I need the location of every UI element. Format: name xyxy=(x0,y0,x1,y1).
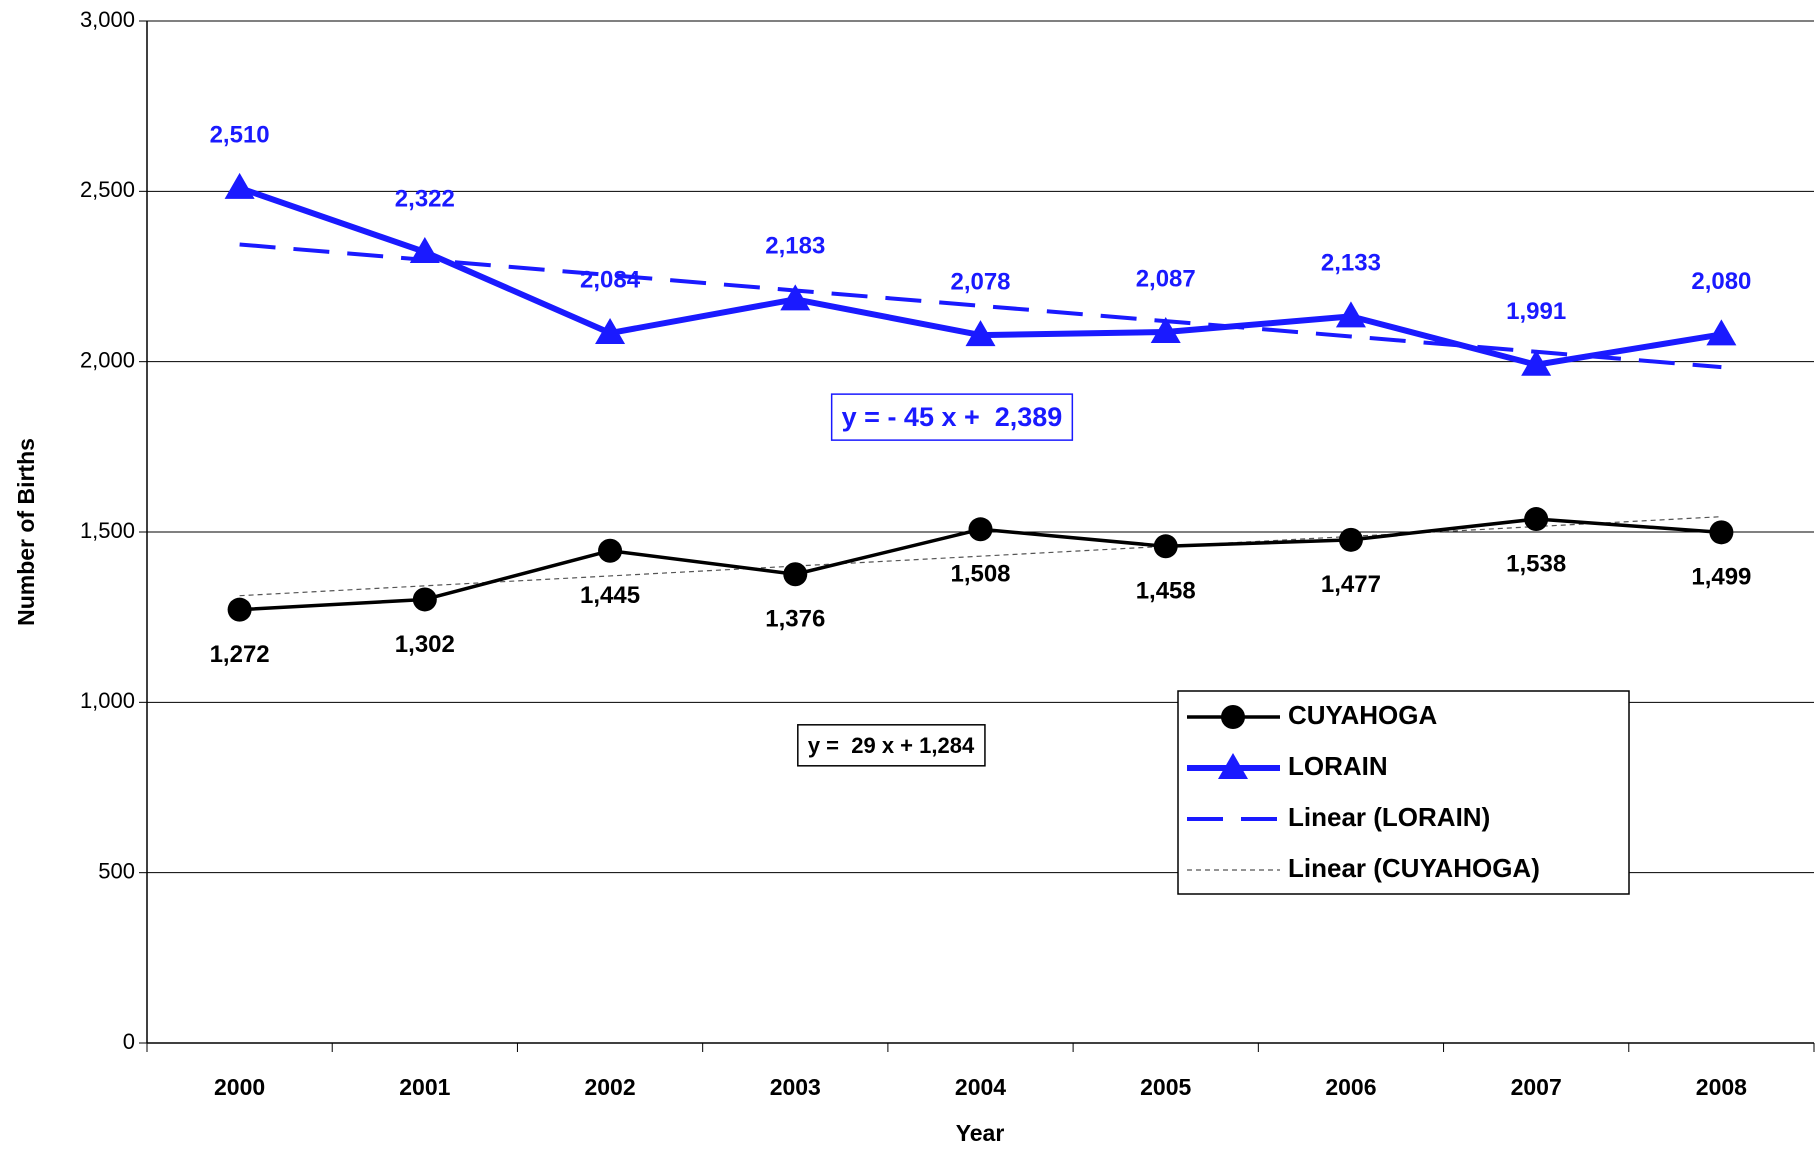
x-tick-label: 2001 xyxy=(399,1074,450,1100)
legend-label: Linear (CUYAHOGA) xyxy=(1288,853,1540,883)
data-label: 1,272 xyxy=(210,641,270,668)
marker xyxy=(783,562,808,587)
marker xyxy=(1524,507,1549,532)
y-tick-label: 2,000 xyxy=(80,347,135,372)
data-label: 2,080 xyxy=(1691,268,1751,295)
y-tick-label: 1,500 xyxy=(80,518,135,543)
marker xyxy=(1335,301,1366,328)
data-label: 1,302 xyxy=(395,631,455,658)
x-tick-label: 2002 xyxy=(584,1074,635,1100)
legend: CUYAHOGA LORAIN Linear (LORAIN) Linear (CUY… xyxy=(1177,690,1630,895)
data-label: 2,087 xyxy=(1136,265,1196,292)
marker xyxy=(1709,520,1734,545)
data-label: 1,458 xyxy=(1136,578,1196,605)
marker xyxy=(1521,349,1552,376)
y-tick-label: 1,000 xyxy=(80,688,135,713)
y-tick-label: 2,500 xyxy=(80,177,135,202)
marker xyxy=(965,320,996,347)
data-label: 1,508 xyxy=(950,561,1010,588)
marker xyxy=(1338,527,1363,552)
marker xyxy=(1221,705,1245,729)
y-tick-label: 500 xyxy=(98,858,135,883)
data-label: 1,499 xyxy=(1691,564,1751,591)
marker xyxy=(409,236,440,263)
marker xyxy=(412,587,437,612)
data-label: 1,376 xyxy=(765,606,825,633)
y-tick-label: 0 xyxy=(123,1029,135,1054)
x-axis-title: Year xyxy=(956,1120,1005,1146)
x-tick-label: 2004 xyxy=(955,1074,1006,1100)
data-label: 2,322 xyxy=(395,185,455,212)
annotation: y = - 45 x + 2,389 xyxy=(842,402,1063,432)
data-label: 2,183 xyxy=(765,233,825,260)
data-label: 1,538 xyxy=(1506,550,1566,577)
legend-label: LORAIN xyxy=(1288,751,1388,781)
marker xyxy=(227,597,252,622)
data-label: 2,084 xyxy=(580,266,641,293)
legend-label: Linear (LORAIN) xyxy=(1288,802,1490,832)
data-label: 2,078 xyxy=(950,268,1010,295)
annotation-box xyxy=(830,393,1074,441)
marker xyxy=(1153,534,1178,559)
x-tick-label: 2007 xyxy=(1511,1074,1562,1100)
data-label: 1,991 xyxy=(1506,298,1566,325)
data-label: 2,133 xyxy=(1321,250,1381,277)
data-label: 2,510 xyxy=(210,121,270,148)
x-tick-label: 2000 xyxy=(214,1074,265,1100)
marker xyxy=(1150,317,1181,344)
annotation: y = 29 x + 1,284 xyxy=(808,733,975,758)
marker xyxy=(780,284,811,311)
y-axis-title: Number of Births xyxy=(13,438,39,626)
marker xyxy=(598,538,623,563)
x-tick-label: 2005 xyxy=(1140,1074,1191,1100)
legend-label: CUYAHOGA xyxy=(1288,700,1438,730)
marker xyxy=(1218,753,1248,779)
marker xyxy=(968,517,993,542)
data-label: 1,477 xyxy=(1321,571,1381,598)
series-line xyxy=(239,242,1722,370)
x-tick-label: 2008 xyxy=(1696,1074,1747,1100)
annotation-box xyxy=(797,724,986,767)
x-tick-label: 2003 xyxy=(770,1074,821,1100)
x-tick-label: 2006 xyxy=(1325,1074,1376,1100)
marker xyxy=(224,172,255,199)
data-label: 1,445 xyxy=(580,582,640,609)
marker xyxy=(1706,319,1737,346)
marker xyxy=(595,318,626,345)
legend-box xyxy=(1177,690,1630,895)
y-tick-label: 3,000 xyxy=(80,7,135,32)
